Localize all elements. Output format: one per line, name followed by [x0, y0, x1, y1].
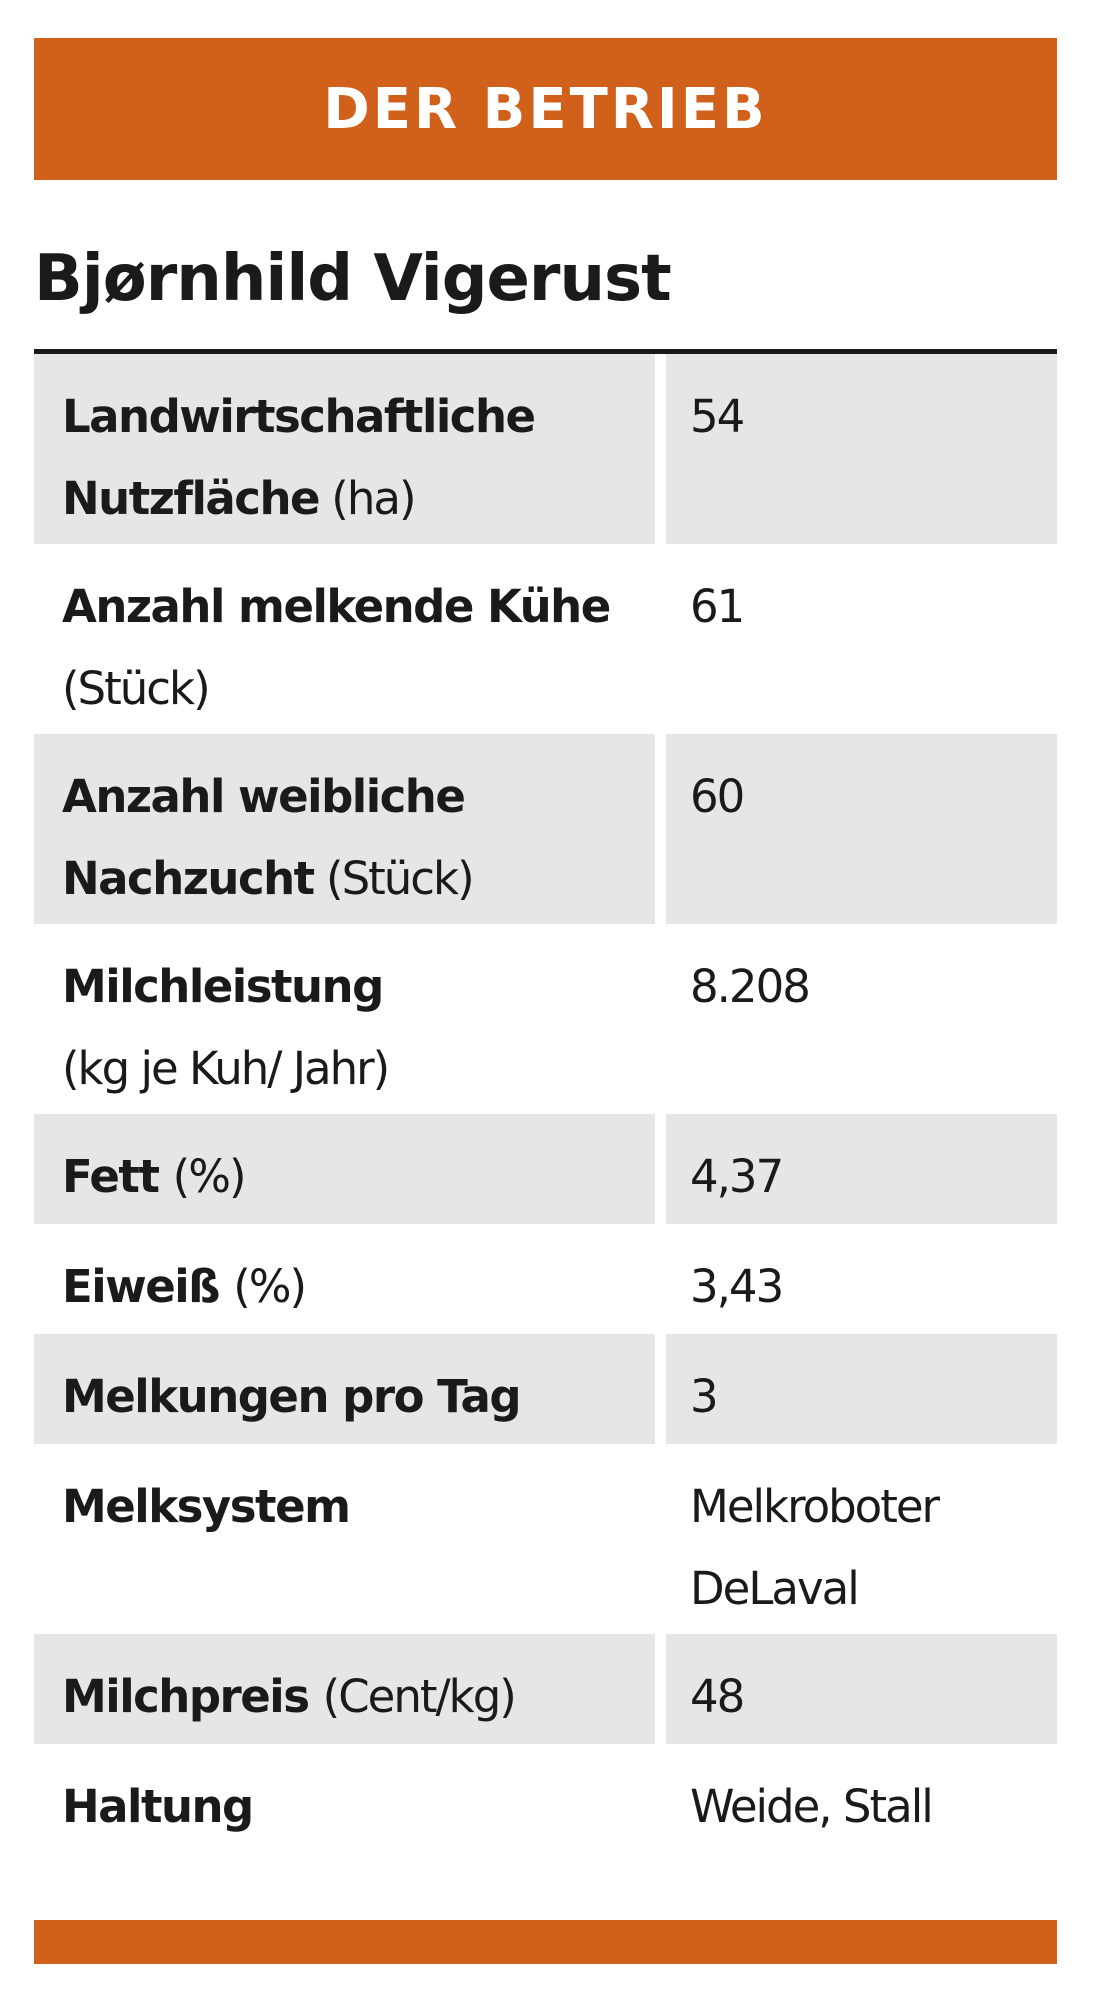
section-title: DER BETRIEB	[323, 76, 768, 142]
row-label-cell: Milchleistung (kg je Kuh/ Jahr)	[34, 924, 655, 1114]
row-value: 3,43	[690, 1260, 784, 1313]
row-value-cell: 61	[666, 544, 1057, 734]
row-unit: (Cent/kg)	[322, 1670, 517, 1723]
facts-table: Landwirtschaftliche Nutzfläche (ha) 54 A…	[34, 354, 1057, 1854]
row-label: Landwirtschaftliche Nutzfläche (ha)	[62, 390, 536, 525]
row-value: 60	[690, 770, 745, 823]
row-unit: (Stück)	[313, 852, 475, 905]
table-row: Milchleistung (kg je Kuh/ Jahr) 8.208	[34, 924, 1057, 1114]
farm-name: Bjørnhild Vigerust	[34, 242, 672, 316]
row-unit: (%)	[172, 1150, 247, 1203]
row-label-cell: Melksystem	[34, 1444, 655, 1634]
row-label-cell: Eiweiß (%)	[34, 1224, 655, 1334]
row-label: Haltung	[62, 1780, 254, 1833]
row-label: Anzahl weibliche Nachzucht (Stück)	[62, 770, 475, 905]
row-unit: (%)	[233, 1260, 307, 1313]
row-label-cell: Haltung	[34, 1744, 655, 1854]
row-label-cell: Landwirtschaftliche Nutzfläche (ha)	[34, 354, 655, 544]
row-value: 54	[690, 390, 745, 443]
footer-bar	[34, 1920, 1057, 1964]
row-label: Eiweiß	[62, 1260, 221, 1313]
row-label-cell: Anzahl melkende Kühe (Stück)	[34, 544, 655, 734]
table-row: Haltung Weide, Stall	[34, 1744, 1057, 1854]
row-value-cell: 8.208	[666, 924, 1057, 1114]
row-label: Melkungen pro Tag	[62, 1370, 522, 1423]
row-label-cell: Anzahl weibliche Nachzucht (Stück)	[34, 734, 655, 924]
row-value: 61	[690, 580, 745, 633]
row-label-cell: Melkungen pro Tag	[34, 1334, 655, 1444]
table-row: Milchpreis (Cent/kg) 48	[34, 1634, 1057, 1744]
row-value: Weide, Stall	[690, 1780, 934, 1833]
row-unit: (Stück)	[62, 662, 211, 715]
row-value: 48	[690, 1670, 745, 1723]
table-row: Melksystem Melkroboter DeLaval	[34, 1444, 1057, 1634]
row-value-cell: 48	[666, 1634, 1057, 1744]
row-value-cell: 3,43	[666, 1224, 1057, 1334]
row-label-cell: Fett (%)	[34, 1114, 655, 1224]
row-value: Melkroboter DeLaval	[690, 1480, 940, 1615]
row-label: Melksystem	[62, 1480, 351, 1533]
row-unit: (kg je Kuh/ Jahr)	[62, 1042, 390, 1095]
row-label-cell: Milchpreis (Cent/kg)	[34, 1634, 655, 1744]
row-value-cell: Weide, Stall	[666, 1744, 1057, 1854]
row-unit: (ha)	[319, 472, 416, 525]
row-value: 8.208	[690, 960, 811, 1013]
row-value-cell: Melkroboter DeLaval	[666, 1444, 1057, 1634]
row-value-cell: 54	[666, 354, 1057, 544]
row-value: 3	[690, 1370, 719, 1423]
row-label: Milchpreis	[62, 1670, 310, 1723]
table-row: Landwirtschaftliche Nutzfläche (ha) 54	[34, 354, 1057, 544]
table-row: Anzahl melkende Kühe (Stück) 61	[34, 544, 1057, 734]
table-row: Fett (%) 4,37	[34, 1114, 1057, 1224]
row-value-cell: 60	[666, 734, 1057, 924]
table-row: Melkungen pro Tag 3	[34, 1334, 1057, 1444]
row-label: Anzahl melkende Kühe	[62, 580, 611, 633]
table-row: Anzahl weibliche Nachzucht (Stück) 60	[34, 734, 1057, 924]
row-value: 4,37	[690, 1150, 784, 1203]
row-label: Fett	[62, 1150, 160, 1203]
row-value-cell: 4,37	[666, 1114, 1057, 1224]
header-bar: DER BETRIEB	[34, 38, 1057, 180]
table-row: Eiweiß (%) 3,43	[34, 1224, 1057, 1334]
row-value-cell: 3	[666, 1334, 1057, 1444]
divider	[34, 349, 1057, 354]
row-label: Milchleistung	[62, 960, 384, 1013]
